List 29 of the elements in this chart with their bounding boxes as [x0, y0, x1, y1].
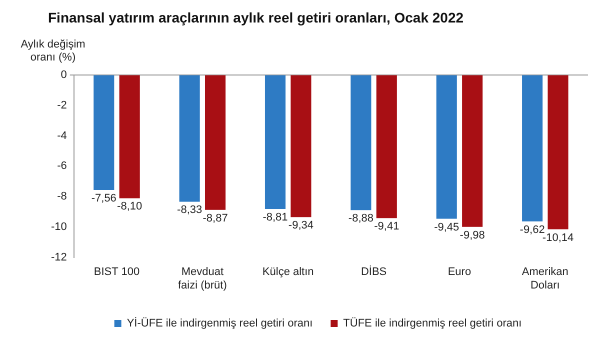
- legend-label: Yİ-ÜFE ile indirgenmiş reel getiri oranı: [126, 316, 313, 330]
- data-label: -8,10: [117, 200, 142, 213]
- x-tick-label: Külçe altın: [262, 266, 314, 278]
- x-tick-label: Amerikan Doları: [522, 266, 568, 292]
- data-label: -7,56: [91, 192, 116, 204]
- x-tick-label: Euro: [448, 266, 472, 278]
- y-tick-label: -4: [57, 130, 67, 142]
- chart-title: Finansal yatırım araçlarının aylık reel getiri oranları, Ocak 2022: [48, 9, 464, 26]
- data-label: -8,33: [177, 204, 202, 216]
- data-label: -10,14: [542, 232, 574, 244]
- x-tick-label: Mevduat faizi (brüt): [178, 266, 227, 292]
- data-label: -9,41: [374, 220, 400, 233]
- data-label: -9,34: [288, 220, 314, 232]
- data-label: -8,81: [262, 212, 288, 224]
- y-tick-label: -2: [57, 99, 67, 112]
- y-tick-label: -12: [50, 252, 67, 264]
- y-tick-label: -8: [57, 190, 67, 203]
- y-tick-label: -10: [50, 221, 67, 234]
- data-label: -8,87: [202, 212, 228, 224]
- data-label: -8,88: [348, 212, 374, 225]
- y-axis-title: Aylık değişim oranı (%): [20, 38, 86, 64]
- y-tick-label: 0: [60, 68, 67, 81]
- data-label: -9,62: [520, 224, 545, 236]
- legend-label: TÜFE ile indirgenmiş reel getiri oranı: [343, 316, 522, 330]
- x-tick-label: BIST 100: [94, 266, 140, 278]
- data-label: -9,98: [460, 229, 485, 242]
- x-tick-label: DİBS: [360, 265, 387, 278]
- y-tick-label: -6: [57, 160, 67, 172]
- data-label: -9,45: [434, 221, 460, 234]
